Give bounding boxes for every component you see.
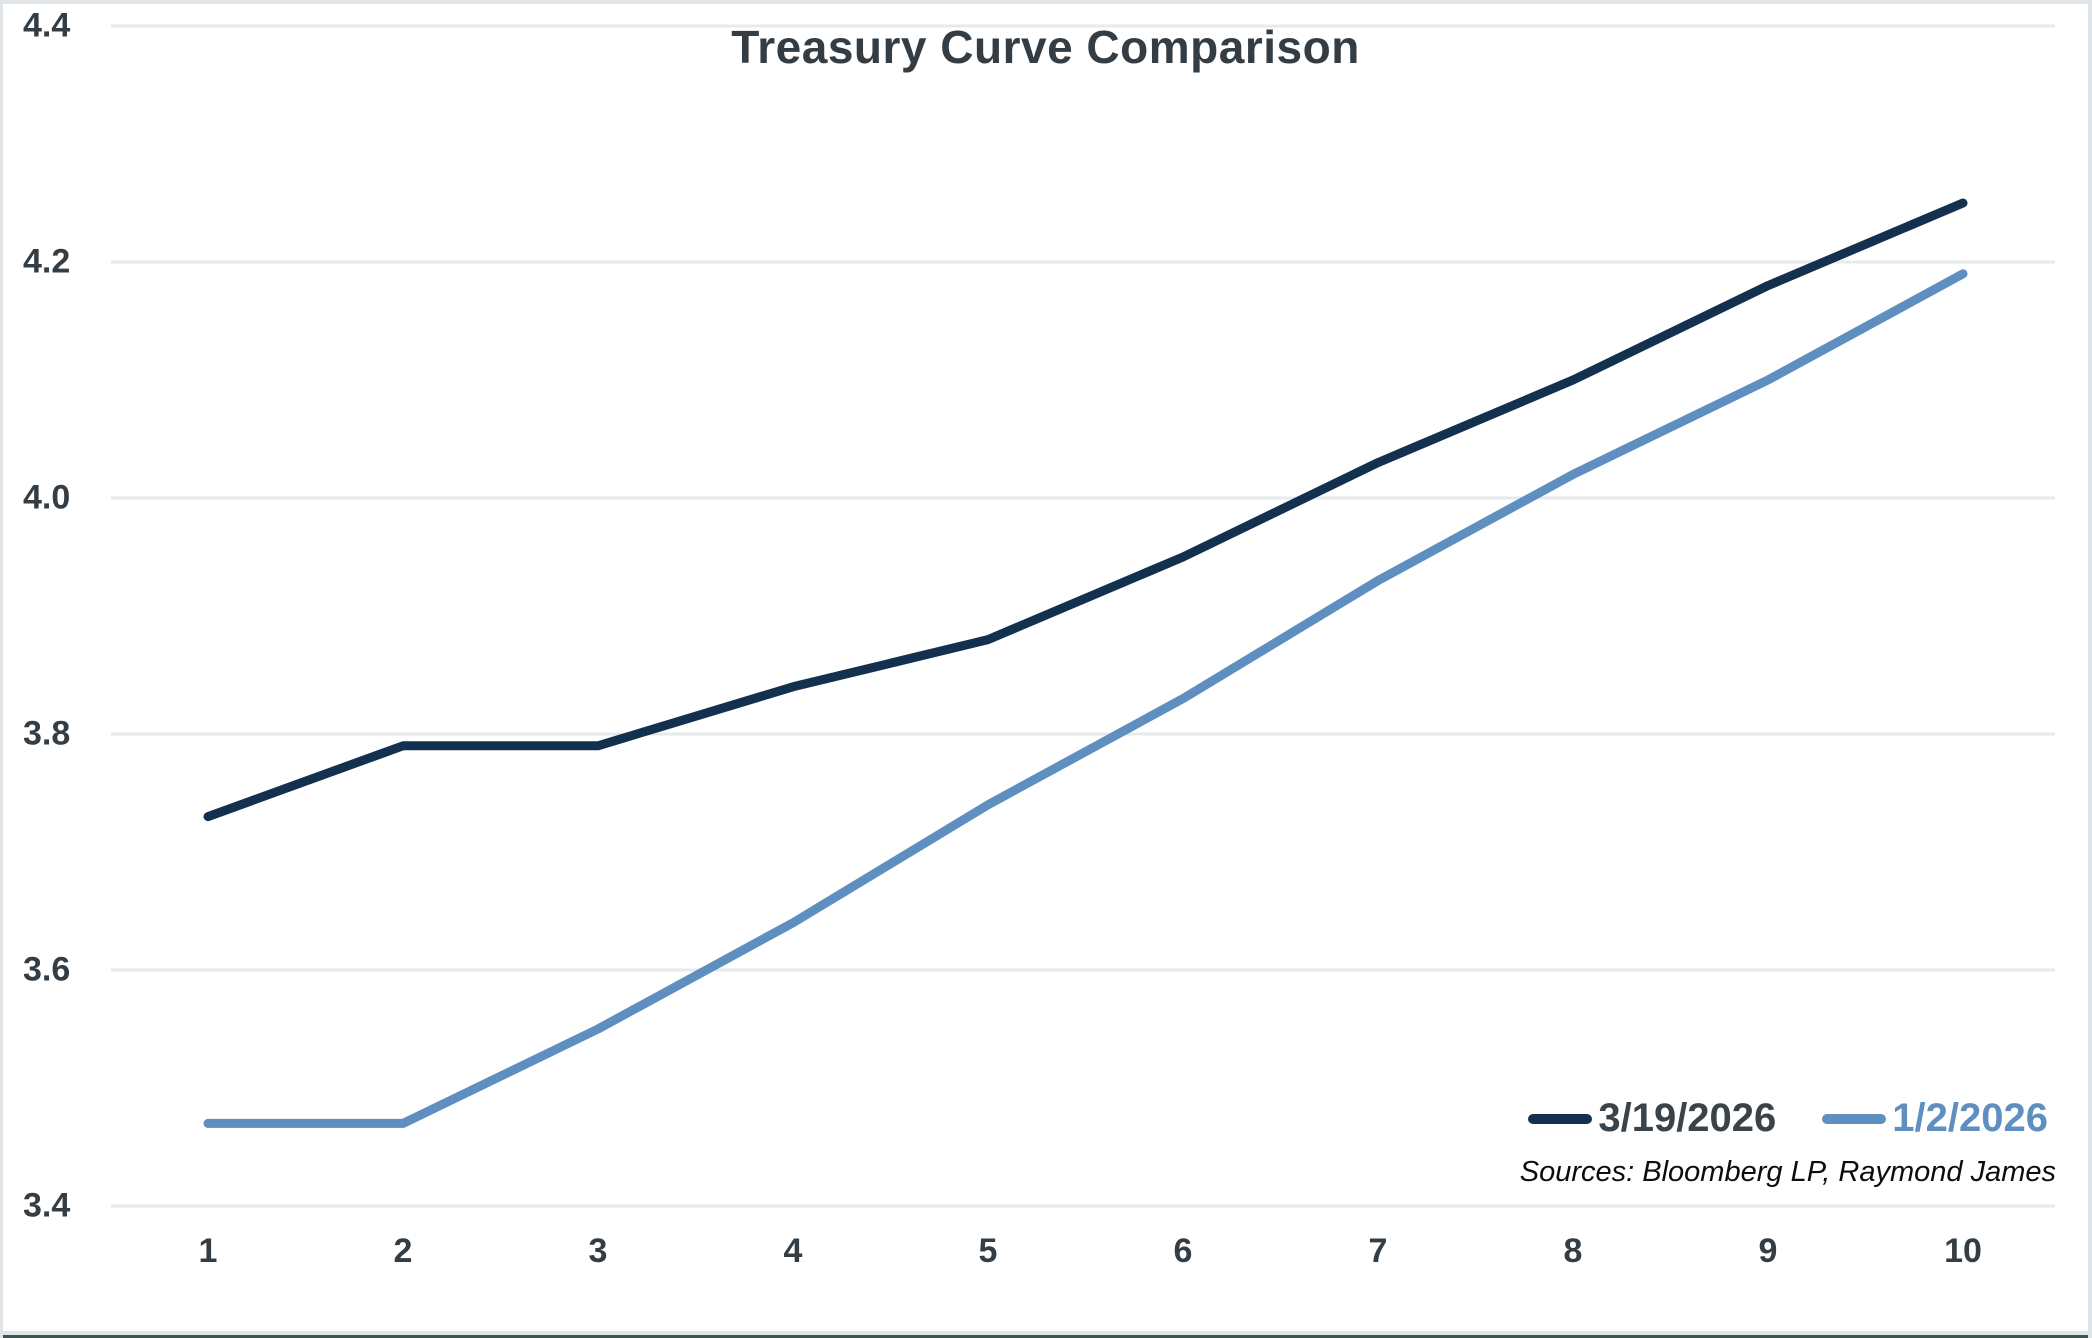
bottom-border-grey	[3, 1331, 2088, 1335]
series-line-2	[203, 269, 1968, 1128]
legend-entry-series-2: 1/2/2026	[1822, 1096, 2048, 1141]
x-tick-label: 5	[978, 1232, 998, 1270]
legend: 3/19/2026 1/2/2026	[1528, 1096, 2048, 1141]
x-tick-label: 6	[1173, 1232, 1193, 1270]
x-tick-label: 2	[393, 1232, 413, 1270]
x-tick-label: 10	[1944, 1232, 1982, 1270]
y-tick-label: 4.2	[23, 242, 71, 281]
chart-plot-area	[111, 24, 2055, 1208]
legend-label-series-1: 3/19/2026	[1598, 1096, 1777, 1140]
x-tick-label: 8	[1563, 1232, 1583, 1270]
x-tick-label: 9	[1758, 1232, 1778, 1270]
x-tick-label: 7	[1368, 1232, 1388, 1270]
x-tick-label: 1	[198, 1232, 218, 1270]
x-tick-label: 4	[783, 1232, 803, 1270]
legend-line-swatch-light	[1822, 1113, 1887, 1124]
source-note: Sources: Bloomberg LP, Raymond James	[1519, 1156, 2056, 1188]
bottom-border-accent	[3, 1335, 2088, 1338]
y-tick-label: 3.8	[23, 714, 71, 753]
y-tick-label: 4.4	[23, 6, 71, 45]
legend-label-series-2: 1/2/2026	[1892, 1096, 2048, 1140]
legend-entry-series-1: 3/19/2026	[1528, 1096, 1776, 1141]
chart-title: Treasury Curve Comparison	[731, 21, 1360, 73]
y-tick-label: 3.4	[23, 1186, 71, 1225]
y-tick-label: 3.6	[23, 950, 71, 989]
legend-line-swatch-dark	[1528, 1113, 1593, 1124]
series-line-1	[203, 198, 1968, 822]
x-tick-label: 3	[588, 1232, 608, 1270]
y-tick-label: 4.0	[23, 478, 71, 517]
